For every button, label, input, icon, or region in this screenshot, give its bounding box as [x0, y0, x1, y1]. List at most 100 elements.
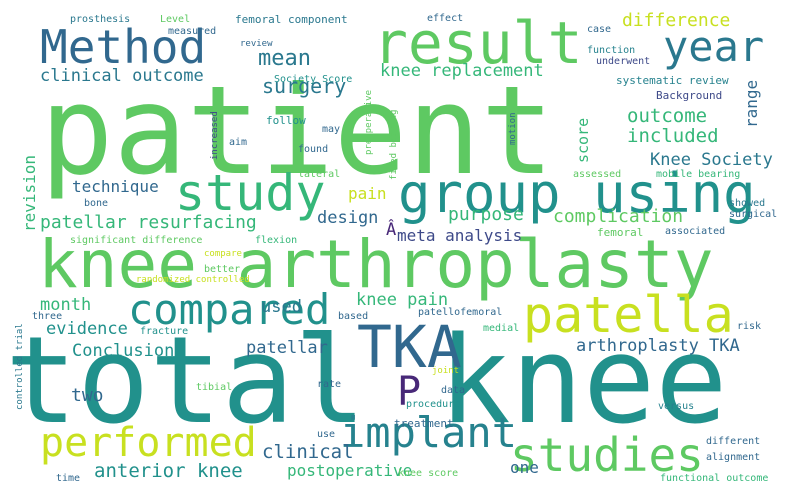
word-fixed-bearing: fixed bearing	[389, 109, 399, 180]
word-group-using: group using	[398, 162, 756, 225]
word-technique: technique	[72, 177, 159, 196]
word-society-score: Society Score	[274, 74, 353, 85]
word-level: Level	[160, 14, 191, 25]
word-prosthesis: prosthesis	[70, 14, 131, 25]
word-score: score	[574, 117, 592, 163]
word-knee-score: knee score	[398, 468, 459, 479]
word-effect: effect	[427, 13, 464, 24]
word-associated: associated	[665, 226, 726, 237]
word-three: three	[32, 311, 63, 322]
word-underwent: underwent	[596, 56, 651, 67]
word-compare: compare	[204, 249, 242, 259]
word-versus: versus	[658, 401, 695, 412]
word-mean: mean	[258, 46, 311, 71]
word-may: may	[322, 124, 341, 135]
word-medial: medial	[483, 323, 520, 334]
word-treatment: treatment	[394, 417, 454, 430]
word-alignment: alignment	[706, 452, 761, 463]
word-preoperative: preoperative	[364, 89, 374, 155]
word-knee-replacement: knee replacement	[380, 61, 544, 81]
word-increased: increased	[210, 111, 220, 160]
word-tka: TKA	[357, 313, 462, 381]
word-one: one	[510, 458, 539, 477]
word-rate: rate	[317, 379, 342, 390]
word-clinical: clinical	[262, 441, 354, 463]
word-purpose: purpose	[448, 204, 524, 225]
word-procedure: procedure	[406, 399, 461, 410]
word-assessed: assessed	[573, 169, 622, 180]
word-tibial: tibial	[196, 382, 233, 393]
word-p: P	[397, 369, 422, 415]
word-based: based	[338, 311, 369, 322]
word-clinical-outcome: clinical outcome	[40, 66, 204, 86]
word-randomized-controlled: randomized controlled	[136, 275, 250, 285]
word-meta-analysis: meta analysis	[397, 226, 523, 245]
word-follow: follow	[266, 114, 306, 127]
word-included: included	[627, 125, 719, 147]
word-review: review	[240, 39, 273, 49]
word-compared: compared	[128, 285, 331, 334]
word-lateral: lateral	[298, 169, 341, 180]
word-use: use	[317, 429, 336, 440]
word-functional-outcome: functional outcome	[660, 473, 769, 484]
word-range: range	[742, 79, 761, 128]
word-case: case	[587, 24, 612, 35]
word-knee-society: Knee Society	[650, 150, 773, 170]
word-showed: showed	[729, 198, 766, 209]
word-bone: bone	[84, 198, 109, 209]
word-time: time	[56, 473, 81, 484]
word-patella: patella	[523, 286, 734, 344]
word-surgery: surgery	[262, 74, 347, 98]
word-knee-pain: knee pain	[356, 290, 449, 310]
word-used: used	[261, 297, 302, 317]
word-year: year	[663, 22, 765, 71]
word-significant-difference: significant difference	[70, 235, 203, 246]
word-femoral-component: femoral component	[235, 13, 348, 26]
word-femoral: femoral	[597, 226, 644, 239]
word-better: better	[204, 264, 241, 275]
word-design: design	[317, 208, 379, 228]
word-patellar: patellar	[246, 338, 328, 358]
word-anterior-knee: anterior knee	[94, 460, 243, 482]
word-found: found	[298, 144, 329, 155]
word-systematic-review: systematic review	[616, 74, 729, 87]
word-result: result	[373, 9, 583, 77]
word-risk: risk	[737, 321, 762, 332]
word-method: Method	[40, 20, 207, 74]
word-knee-arthroplasty: knee arthroplasty	[38, 226, 714, 303]
word-fracture: fracture	[140, 326, 189, 337]
word-a-circumflex: Â	[386, 220, 397, 240]
word-controlled-trial: controlled trial	[15, 323, 25, 410]
word-patient: patient	[40, 60, 555, 202]
word-mobile-bearing: mobile bearing	[656, 169, 741, 180]
word-performed: performed	[40, 420, 257, 466]
word-complication: complication	[553, 206, 684, 227]
word-motion: motion	[508, 112, 518, 145]
word-implant: implant	[340, 408, 518, 457]
word-joint: joint	[432, 366, 460, 376]
word-difference: difference	[622, 10, 731, 31]
word-patellar-resurfacing: patellar resurfacing	[40, 212, 257, 233]
word-function: function	[587, 45, 636, 56]
word-study: study	[175, 164, 326, 222]
word-pain: pain	[348, 184, 387, 203]
word-aim: aim	[229, 137, 248, 148]
word-arthroplasty-tka: arthroplasty TKA	[576, 336, 740, 356]
word-studies: studies	[510, 428, 704, 482]
word-evidence: evidence	[46, 319, 128, 339]
word-postoperative: postoperative	[287, 461, 413, 480]
word-different: different	[706, 436, 761, 447]
word-outcome: outcome	[627, 105, 708, 127]
word-flexion: flexion	[255, 235, 298, 246]
word-measured: measured	[168, 26, 217, 37]
word-revision: revision	[20, 154, 39, 232]
word-surgical: surgical	[729, 209, 778, 220]
word-month: month	[40, 295, 92, 315]
word-conclusion: Conclusion	[72, 341, 175, 361]
word-two: two	[71, 385, 104, 406]
word-total-knee: total knee	[5, 312, 728, 451]
word-patellofemoral: patellofemoral	[418, 307, 503, 318]
word-data: data	[441, 385, 466, 396]
word-background: Background	[656, 89, 723, 102]
